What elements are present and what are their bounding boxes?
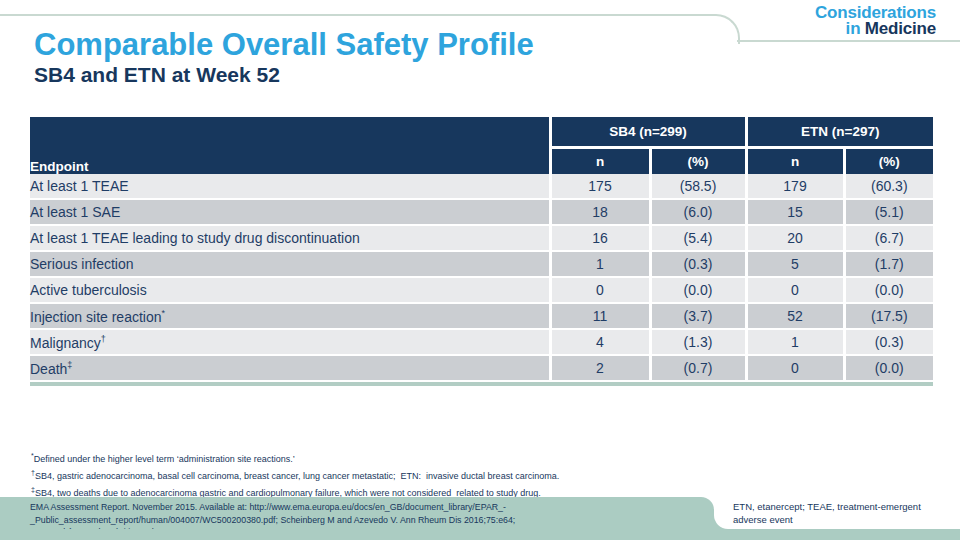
- value-cell: (60.3): [844, 174, 933, 199]
- table-row: Malignancy†4(1.3)1(0.3): [30, 329, 933, 355]
- value-cell: 18: [550, 199, 650, 225]
- value-cell: 0: [746, 277, 844, 303]
- table-row: Death‡2(0.7)0(0.0): [30, 355, 933, 381]
- slide: Considerations in Medicine Comparable Ov…: [0, 0, 960, 540]
- value-cell: 0: [746, 355, 844, 381]
- value-cell: (5.4): [650, 225, 746, 251]
- logo-medicine: Medicine: [865, 19, 936, 38]
- value-cell: (5.1): [844, 199, 933, 225]
- table-body: At least 1 TEAE175(58.5)179(60.3)At leas…: [30, 174, 933, 381]
- value-cell: 1: [550, 251, 650, 277]
- sb4-pct-header: (%): [650, 148, 746, 175]
- abbreviation-line: adverse event: [733, 513, 921, 526]
- etn-n-header: n: [746, 148, 844, 175]
- page-subtitle: SB4 and ETN at Week 52: [34, 64, 280, 86]
- endpoint-cell: Active tuberculosis: [30, 277, 550, 303]
- footnotes: *Defined under the higher level term ‘ad…: [31, 449, 559, 500]
- value-cell: (0.0): [844, 277, 933, 303]
- value-cell: (58.5): [650, 174, 746, 199]
- value-cell: (0.3): [844, 329, 933, 355]
- etn-pct-header: (%): [844, 148, 933, 175]
- value-cell: (0.0): [650, 277, 746, 303]
- endpoint-cell: Serious infection: [30, 251, 550, 277]
- value-cell: (0.0): [844, 355, 933, 381]
- abbreviations: ETN, etanercept; TEAE, treatment-emergen…: [733, 500, 921, 526]
- value-cell: 175: [550, 174, 650, 199]
- abbreviation-line: ETN, etanercept; TEAE, treatment-emergen…: [733, 500, 921, 513]
- safety-table-wrap: Endpoint SB4 (n=299) ETN (n=297) n (%) n…: [30, 117, 933, 386]
- table-row: At least 1 TEAE175(58.5)179(60.3): [30, 174, 933, 199]
- page-title: Comparable Overall Safety Profile: [34, 29, 534, 62]
- footnote-line: *Defined under the higher level term ‘ad…: [31, 449, 559, 466]
- sb4-group-header: SB4 (n=299): [550, 117, 746, 148]
- value-cell: 1: [746, 329, 844, 355]
- value-cell: 0: [550, 277, 650, 303]
- footnote-line: †SB4, gastric adenocarcinoma, basal cell…: [31, 466, 559, 483]
- value-cell: 15: [746, 199, 844, 225]
- endpoint-cell: Death‡: [30, 355, 550, 381]
- value-cell: 5: [746, 251, 844, 277]
- value-cell: (6.7): [844, 225, 933, 251]
- value-cell: (1.3): [650, 329, 746, 355]
- safety-table: Endpoint SB4 (n=299) ETN (n=297) n (%) n…: [30, 117, 933, 382]
- bottom-strip: [0, 529, 960, 540]
- endpoint-cell: At least 1 TEAE leading to study drug di…: [30, 225, 550, 251]
- endpoint-cell: At least 1 SAE: [30, 199, 550, 225]
- sb4-n-header: n: [550, 148, 650, 175]
- value-cell: 4: [550, 329, 650, 355]
- header-group-row: Endpoint SB4 (n=299) ETN (n=297): [30, 117, 933, 148]
- logo-in: in: [846, 19, 861, 38]
- table-row: Injection site reaction*11(3.7)52(17.5): [30, 303, 933, 329]
- reference-line: _Public_assessment_report/human/004007/W…: [30, 514, 714, 527]
- value-cell: (0.7): [650, 355, 746, 381]
- value-cell: (0.3): [650, 251, 746, 277]
- top-rule-right: [737, 40, 960, 42]
- endpoint-cell: At least 1 TEAE: [30, 174, 550, 199]
- logo-line2: in Medicine: [815, 21, 936, 37]
- table-row: At least 1 TEAE leading to study drug di…: [30, 225, 933, 251]
- value-cell: 179: [746, 174, 844, 199]
- value-cell: (17.5): [844, 303, 933, 329]
- value-cell: (3.7): [650, 303, 746, 329]
- endpoint-cell: Malignancy†: [30, 329, 550, 355]
- brand-logo: Considerations in Medicine: [815, 5, 936, 37]
- value-cell: (1.7): [844, 251, 933, 277]
- table-row: At least 1 SAE18(6.0)15(5.1): [30, 199, 933, 225]
- value-cell: 20: [746, 225, 844, 251]
- value-cell: 11: [550, 303, 650, 329]
- etn-group-header: ETN (n=297): [746, 117, 933, 148]
- value-cell: 52: [746, 303, 844, 329]
- table-row: Active tuberculosis0(0.0)0(0.0): [30, 277, 933, 303]
- table-row: Serious infection1(0.3)5(1.7): [30, 251, 933, 277]
- value-cell: 2: [550, 355, 650, 381]
- value-cell: (6.0): [650, 199, 746, 225]
- endpoint-cell: Injection site reaction*: [30, 303, 550, 329]
- value-cell: 16: [550, 225, 650, 251]
- endpoint-column-header: Endpoint: [30, 117, 550, 174]
- reference-line: EMA Assessment Report. November 2015. Av…: [30, 501, 714, 514]
